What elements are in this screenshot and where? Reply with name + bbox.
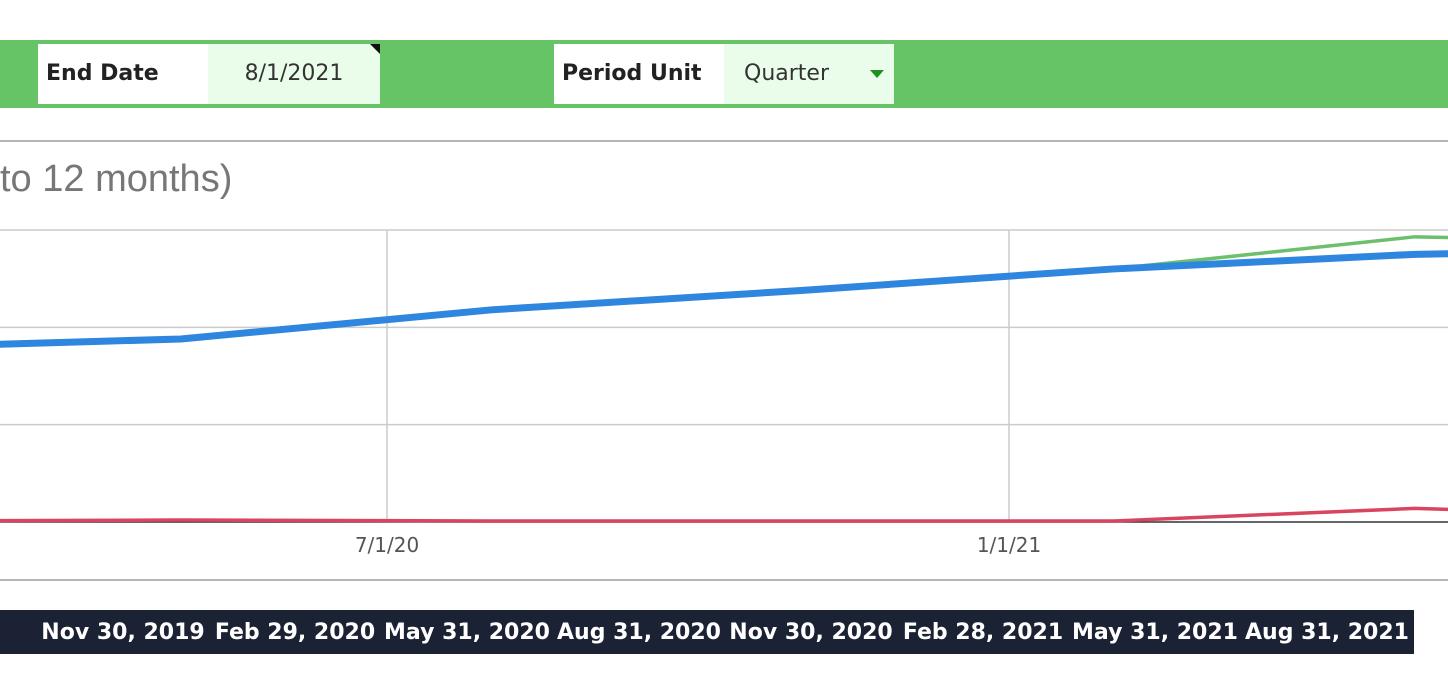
end-date-field[interactable]: 8/1/2021 bbox=[208, 44, 380, 104]
date-column-header: Nov 30, 2019 bbox=[41, 620, 205, 645]
chart-grid bbox=[0, 229, 1448, 523]
chart-title: to 12 months) bbox=[0, 158, 233, 200]
date-column-header: Nov 30, 2020 bbox=[729, 620, 893, 645]
period-unit-dropdown[interactable]: Quarter bbox=[724, 44, 894, 104]
line-chart: 7/1/20 1/1/21 bbox=[0, 229, 1448, 557]
date-column-header: Feb 29, 2020 bbox=[214, 620, 376, 645]
series-line-2 bbox=[0, 506, 1448, 523]
date-column-header: May 31, 2020 bbox=[384, 620, 550, 645]
series-line-0 bbox=[0, 250, 1448, 348]
date-column-header: Aug 31, 2020 bbox=[557, 620, 721, 645]
end-date-label: End Date bbox=[38, 44, 208, 104]
date-strip: Nov 30, 2019 Feb 29, 2020 May 31, 2020 Aug … bbox=[0, 610, 1414, 654]
dropdown-arrow-icon[interactable] bbox=[870, 70, 884, 78]
period-unit-value: Quarter bbox=[744, 61, 829, 86]
period-unit-label: Period Unit bbox=[554, 44, 724, 104]
date-column-header: Feb 28, 2021 bbox=[902, 620, 1064, 645]
x-axis-labels: 7/1/20 1/1/21 bbox=[355, 533, 1041, 557]
corner-marker-icon bbox=[370, 44, 380, 54]
date-column-header: May 31, 2021 bbox=[1072, 620, 1238, 645]
x-tick-label: 1/1/21 bbox=[977, 533, 1041, 557]
date-column-header: Aug 31, 2021 bbox=[1245, 620, 1409, 645]
divider-top bbox=[0, 140, 1448, 142]
divider-bottom bbox=[0, 579, 1448, 581]
end-date-value: 8/1/2021 bbox=[244, 61, 344, 86]
x-tick-label: 7/1/20 bbox=[355, 533, 419, 557]
chart-series bbox=[0, 235, 1448, 523]
